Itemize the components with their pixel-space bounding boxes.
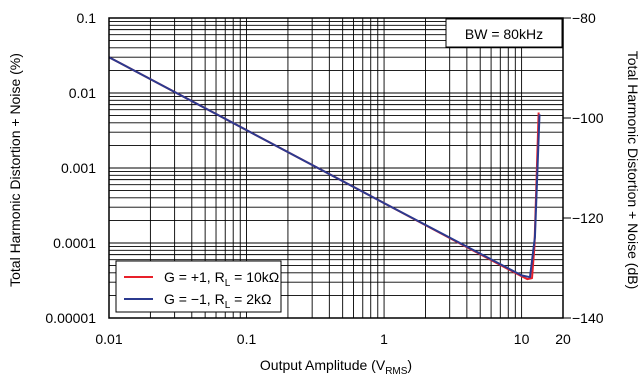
y-tick-label: 0.1 — [77, 10, 97, 26]
y-tick-label: 0.01 — [69, 85, 96, 101]
x-tick-label: 10 — [514, 331, 530, 347]
y-tick-label: 0.001 — [61, 160, 96, 176]
y2-tick-label: −80 — [572, 10, 596, 26]
legend-box — [115, 260, 282, 313]
series-line-2 — [108, 56, 541, 279]
bandwidth-annotation: BW = 80kHz — [445, 18, 563, 48]
plot-frame — [108, 17, 564, 319]
y-tick-label: 0.0001 — [53, 235, 96, 251]
y2-tick-label: −100 — [572, 110, 604, 126]
y-axis-label: Total Harmonic Distortion + Noise (%) — [7, 53, 23, 287]
x-tick-label: 0.01 — [95, 331, 122, 347]
series-lines — [108, 56, 541, 281]
grid-lines — [108, 18, 564, 319]
y2-tick-label: −120 — [572, 210, 604, 226]
y2-tick-label: −140 — [572, 310, 604, 326]
bandwidth-label: BW = 80kHz — [465, 26, 543, 42]
x-axis-label: Output Amplitude (VRMS) — [260, 357, 412, 377]
y2-axis-label: Total Harmonic Distortion + Noise (dB) — [625, 51, 639, 289]
legend-label-2: G = −1, RL = 2kΩ — [164, 291, 271, 311]
x-tick-label: 20 — [555, 331, 571, 347]
y-tick-label: 0.00001 — [45, 310, 96, 326]
legend-label-1: G = +1, RL = 10kΩ — [164, 269, 279, 289]
tick-labels: 0.01 0.1 1 10 20 0.1 0.01 0.001 0.0001 0.00001 −80… — [45, 10, 603, 347]
x-tick-label: 1 — [380, 331, 388, 347]
x-tick-label: 0.1 — [237, 331, 257, 347]
